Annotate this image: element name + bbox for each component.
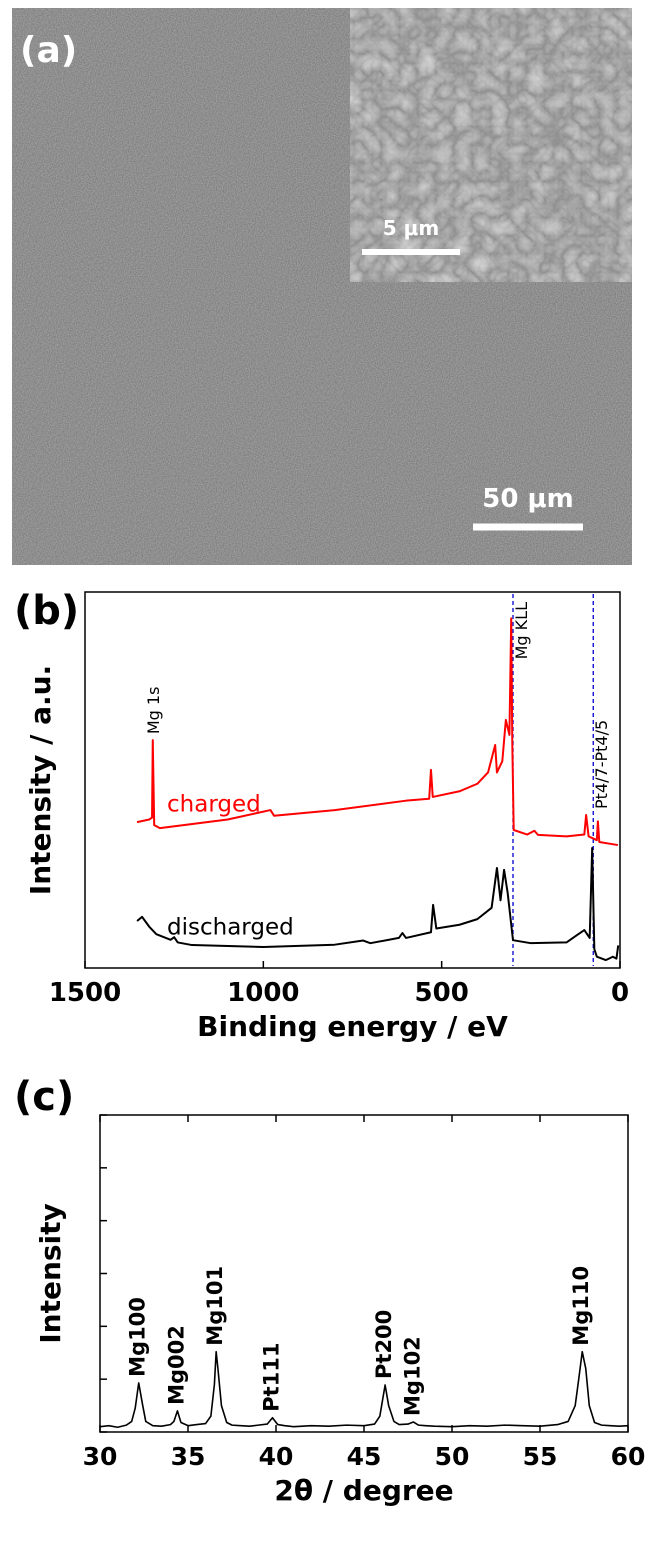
annotation: Mg110: [569, 1266, 593, 1346]
annotation: Pt4/7-Pt4/5: [592, 720, 611, 809]
annotation: Mg KLL: [512, 602, 531, 659]
plot-frame: [84, 591, 621, 969]
series-line: [136, 847, 620, 962]
annotation: Mg 1s: [144, 687, 163, 735]
annotation: Mg100: [126, 1297, 150, 1377]
panel-label: (a): [20, 30, 77, 71]
x-tick-label: 1500: [49, 978, 121, 1008]
panel-label: (b): [14, 588, 79, 634]
x-tick-label: 30: [83, 1442, 118, 1471]
y-axis-label: Intensity / a.u.: [24, 665, 57, 895]
x-tick-label: 40: [259, 1442, 294, 1471]
annotation: Pt200: [372, 1310, 396, 1379]
x-axis-label: 2θ / degree: [274, 1474, 453, 1507]
annotation: Mg002: [164, 1325, 188, 1405]
x-tick-label: 55: [523, 1442, 558, 1471]
annotation: Pt111: [259, 1342, 283, 1411]
scale-bar-label: 5 μm: [383, 216, 439, 240]
sem-panel: (a) 5 μm 50 μm: [12, 8, 632, 565]
series-line: [136, 617, 619, 847]
annotation: Mg101: [203, 1266, 227, 1346]
x-tick-label: 50: [435, 1442, 470, 1471]
panel-label: (c): [14, 1074, 74, 1120]
x-axis-label: Binding energy / eV: [197, 1010, 508, 1043]
x-tick-label: 0: [611, 978, 629, 1008]
y-axis-label: Intensity: [34, 1203, 67, 1344]
series-label: charged: [167, 791, 261, 817]
sem-inset-texture: [350, 8, 632, 282]
x-tick-label: 1000: [227, 978, 299, 1008]
series-line: [99, 1350, 629, 1429]
scale-bar-label: 50 μm: [482, 484, 573, 514]
x-tick-label: 35: [171, 1442, 206, 1471]
x-tick-label: 60: [611, 1442, 646, 1471]
x-tick-label: 45: [347, 1442, 382, 1471]
series-label: discharged: [167, 914, 294, 940]
x-tick-label: 500: [415, 978, 469, 1008]
annotation: Mg102: [400, 1336, 424, 1416]
